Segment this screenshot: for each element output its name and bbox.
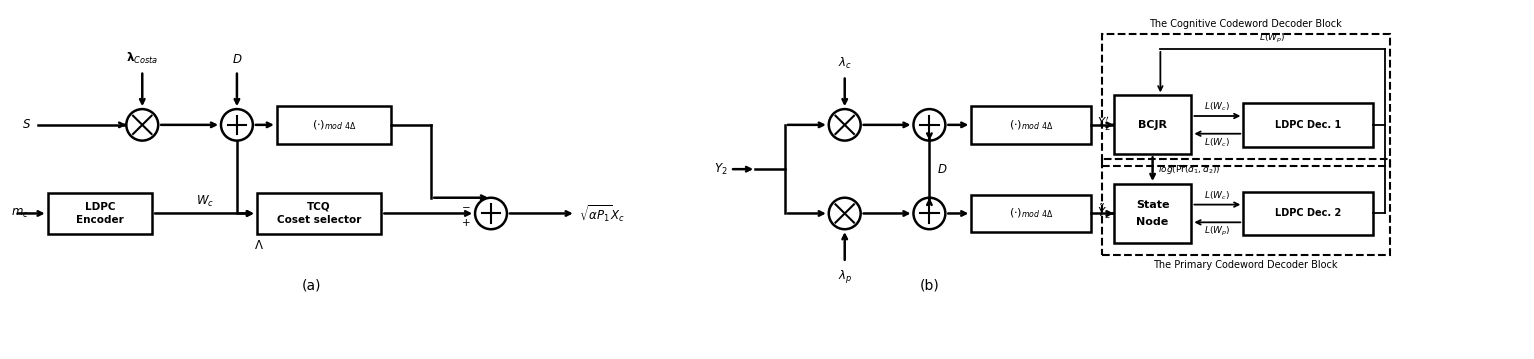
Text: $-$: $-$ [462, 201, 471, 211]
Text: (a): (a) [302, 278, 322, 292]
FancyBboxPatch shape [48, 193, 152, 234]
FancyBboxPatch shape [1243, 192, 1373, 235]
Text: $({\cdot})_{mod\ 4\Delta}$: $({\cdot})_{mod\ 4\Delta}$ [1009, 207, 1054, 220]
Text: $Y_2$: $Y_2$ [713, 162, 727, 177]
Text: $L(W_p)$: $L(W_p)$ [1204, 225, 1230, 238]
Text: LDPC Dec. 2: LDPC Dec. 2 [1275, 209, 1341, 219]
Text: $D$: $D$ [937, 163, 948, 176]
Text: $m_c$: $m_c$ [11, 207, 29, 220]
Circle shape [221, 109, 253, 141]
Text: $L(W_c)$: $L(W_c)$ [1204, 137, 1230, 149]
Text: State: State [1135, 200, 1169, 210]
Circle shape [828, 109, 861, 141]
Text: $({\cdot})_{mod\ 4\Delta}$: $({\cdot})_{mod\ 4\Delta}$ [1009, 118, 1054, 132]
FancyBboxPatch shape [971, 106, 1091, 144]
Circle shape [828, 198, 861, 229]
Text: $L(W_c)$: $L(W_c)$ [1204, 189, 1230, 202]
Text: $\tilde{Y}_2$: $\tilde{Y}_2$ [1097, 202, 1111, 221]
FancyBboxPatch shape [276, 106, 391, 144]
FancyBboxPatch shape [971, 195, 1091, 232]
Text: $S$: $S$ [21, 118, 31, 131]
Circle shape [913, 109, 945, 141]
FancyBboxPatch shape [256, 193, 382, 234]
Text: $\Lambda$: $\Lambda$ [253, 239, 264, 252]
Text: The Primary Codeword Decoder Block: The Primary Codeword Decoder Block [1154, 260, 1338, 270]
Text: $Y_2'$: $Y_2'$ [1097, 114, 1111, 132]
Text: $\boldsymbol{\lambda}_{Costa}$: $\boldsymbol{\lambda}_{Costa}$ [126, 51, 158, 66]
Circle shape [126, 109, 158, 141]
Text: $\lambda_p$: $\lambda_p$ [838, 267, 851, 285]
Text: $\lambda_c$: $\lambda_c$ [838, 56, 851, 71]
Text: The Cognitive Codeword Decoder Block: The Cognitive Codeword Decoder Block [1149, 19, 1342, 29]
FancyBboxPatch shape [1114, 184, 1192, 243]
Text: TCQ: TCQ [307, 201, 331, 211]
Text: $W_c$: $W_c$ [195, 194, 213, 209]
Text: $log(\Pr(d_1,d_2))$: $log(\Pr(d_1,d_2))$ [1158, 163, 1220, 176]
Text: Encoder: Encoder [77, 215, 124, 225]
Circle shape [476, 198, 506, 229]
Text: (b): (b) [919, 278, 939, 292]
FancyBboxPatch shape [1243, 103, 1373, 146]
Text: $+$: $+$ [462, 216, 471, 228]
FancyBboxPatch shape [1114, 95, 1192, 154]
Text: $D$: $D$ [232, 53, 242, 66]
Text: LDPC Dec. 1: LDPC Dec. 1 [1275, 120, 1341, 130]
Text: Coset selector: Coset selector [278, 215, 362, 225]
Text: $L(W_c)$: $L(W_c)$ [1204, 101, 1230, 113]
Text: LDPC: LDPC [84, 201, 115, 211]
Text: $\sqrt{\alpha P_1}X_c$: $\sqrt{\alpha P_1}X_c$ [578, 203, 624, 224]
Text: $L(W_p)$: $L(W_p)$ [1259, 32, 1285, 45]
Text: $({\cdot})_{mod\ 4\Delta}$: $({\cdot})_{mod\ 4\Delta}$ [311, 118, 356, 132]
Text: Node: Node [1137, 217, 1169, 227]
Circle shape [913, 198, 945, 229]
Text: BCJR: BCJR [1138, 120, 1167, 130]
